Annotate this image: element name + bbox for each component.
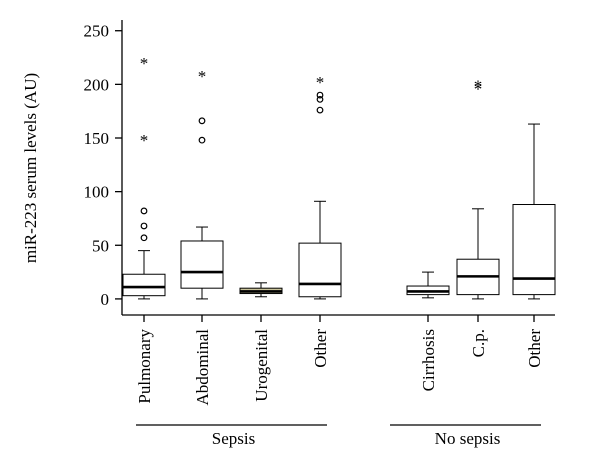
y-axis: 0 50 100 150 200 250 [84, 20, 123, 315]
extreme-1: * [474, 80, 483, 99]
box-rect [122, 273, 166, 297]
x-axis [122, 314, 555, 322]
box-rect [512, 204, 556, 296]
category-label-6: Other [525, 329, 544, 368]
extreme-0: * [140, 131, 149, 150]
box-0: ** [122, 54, 166, 300]
outlier-2 [316, 91, 324, 99]
box-rect [298, 242, 342, 298]
y-tick-label-250: 250 [84, 22, 110, 41]
box-rect [180, 240, 224, 289]
category-label-2: Urogenital [252, 329, 271, 402]
group-label-0: Sepsis [212, 429, 255, 448]
extreme-0: * [198, 67, 207, 86]
box-2 [239, 282, 283, 298]
outlier-1 [316, 95, 324, 103]
category-label-1: Abdominal [193, 329, 212, 406]
extreme-1: * [140, 54, 149, 73]
group-brackets: Sepsis No sepsis [136, 424, 541, 448]
box-4 [406, 271, 450, 299]
category-label-4: Cirrhosis [419, 329, 438, 391]
category-label-5: C.p. [469, 329, 488, 357]
y-tick-label-0: 0 [101, 290, 110, 309]
y-tick-label-100: 100 [84, 183, 110, 202]
category-labels: Pulmonary Abdominal Urogenital Other Cirrhos… [135, 329, 544, 406]
group-label-1: No sepsis [435, 429, 501, 448]
y-tick-label-50: 50 [92, 236, 109, 255]
extreme-0: * [474, 76, 483, 95]
y-tick-label-150: 150 [84, 129, 110, 148]
box-1: * [180, 67, 224, 300]
boxes: *** * ** [122, 54, 556, 300]
box-6 [512, 123, 556, 300]
outlier-1 [140, 222, 148, 230]
outlier-0 [140, 234, 148, 242]
category-label-3: Other [311, 329, 330, 368]
category-label-0: Pulmonary [135, 329, 154, 404]
outlier-0 [198, 136, 206, 144]
y-axis-title: miR-223 serum levels (AU) [21, 73, 40, 263]
outlier-1 [198, 117, 206, 125]
outlier-2 [140, 207, 148, 215]
box-3: * [298, 73, 342, 300]
y-tick-label-200: 200 [84, 75, 110, 94]
box-5: ** [456, 76, 500, 300]
outlier-0 [316, 106, 324, 114]
extreme-0: * [316, 73, 325, 92]
